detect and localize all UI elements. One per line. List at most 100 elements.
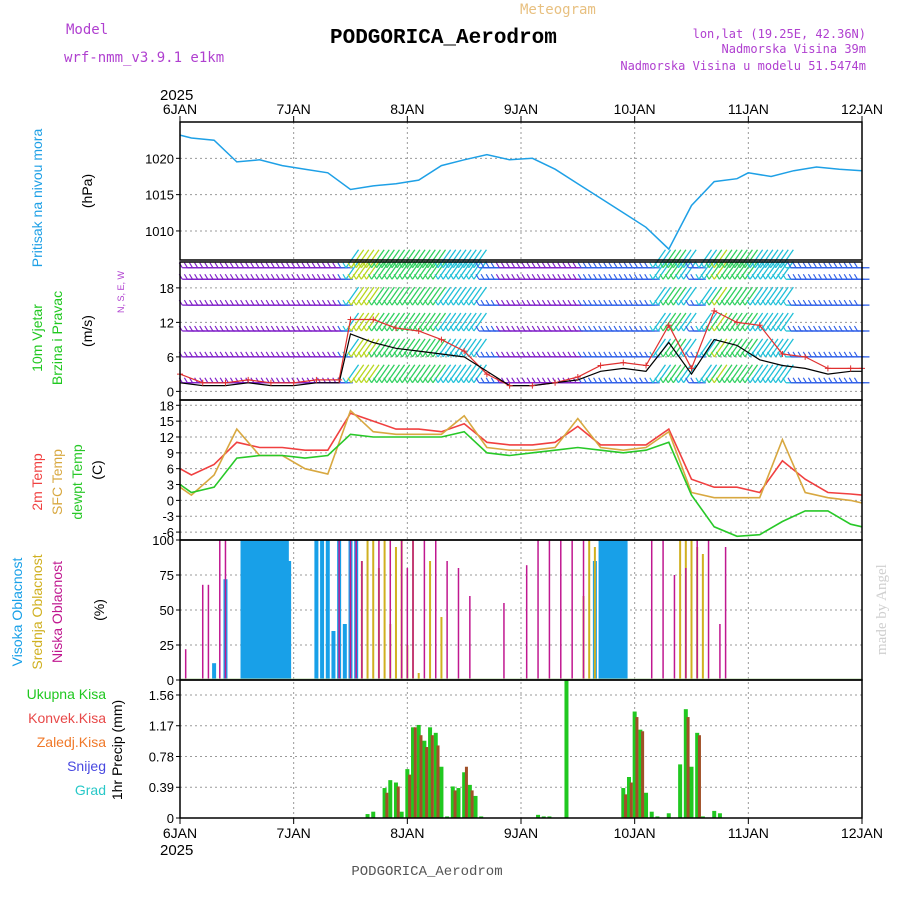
sfc-temp-line [179,409,863,504]
wind-barb-flag [373,377,378,384]
cloud-bar [275,540,280,680]
wind-barb-flag [649,262,654,269]
wind-barb [432,364,447,384]
wind-side-label-2: Brzina i Pravac [49,291,65,385]
wind-barb-flag [449,262,454,269]
wind-barb-flag [710,351,715,358]
wind-barb-flag [357,273,362,280]
wind-barb [427,249,441,269]
wind-barb [708,249,723,269]
wind-barb-flag [685,262,690,269]
wind-barb-flag [787,377,792,384]
wind-barb-flag [726,325,731,332]
wind-barb [391,260,406,280]
precip-total-bar [700,816,705,818]
wind-barb [365,312,380,332]
wind-barb [381,260,395,280]
wind-barb-flag [414,325,419,332]
cloud-bar [314,540,319,680]
wind-barb [662,312,677,332]
wind-barb-flag [761,377,766,384]
wind-barb-flag [454,262,459,269]
wind-barb [667,249,682,269]
cloud-bar [662,540,664,680]
wind-barb-flag [848,325,853,332]
wind-barb-flag [424,325,429,332]
wind-barb [749,249,764,269]
wind-barb-flag [521,299,526,306]
wind-barb-flag [746,377,751,384]
wind-barb-flag [838,377,843,384]
wind-barb-flag [598,325,603,332]
wind-barb-flag [327,273,332,280]
wind-barb-flag [424,262,429,269]
precip-total-bar [365,814,370,818]
temperature-ytick-label: 12 [160,430,174,445]
cloud-bar [696,540,698,680]
cloud-bar [262,540,267,680]
precip-conv-bar [635,717,639,818]
precip-conv-bar [629,782,633,818]
wind-barb-flag [434,325,439,332]
temperature-ytick-label: 3 [167,478,174,493]
precip-total-bar [479,816,484,818]
wind-barb-flag [383,325,388,332]
wind-barb-flag [823,377,828,384]
wind-barb-flag [557,325,562,332]
wind-barb [677,364,692,384]
wind-barb-flag [649,299,654,306]
wind-barb-flag [685,273,690,280]
wind-barb-flag [506,273,511,280]
wind-barb [780,260,794,280]
wind-barb-flag [250,299,255,306]
wind-barb [381,249,395,269]
wind-barb-flag [777,351,782,358]
wind-barb-flag [414,299,419,306]
wind-barb-flag [731,299,736,306]
wind-barb [473,249,487,269]
wind-barb-flag [270,325,275,332]
wind-barb-flag [751,299,756,306]
wind-ytick-label: 12 [160,315,174,330]
wind-barb-flag [628,273,633,280]
wind-barb-flag [485,377,490,384]
wind-barb-flag [669,325,674,332]
wind-barb-flag [623,273,628,280]
wind-barb-flag [577,262,582,269]
precip-conv-bar [408,774,412,818]
wind-barb-flag [419,351,424,358]
wind-barb [381,286,395,306]
wind-barb [427,312,441,332]
precip-conv-bar [436,745,440,818]
wind-barb [463,338,477,358]
wind-barb-flag [265,273,270,280]
wind-barb-flag [306,377,311,384]
wind-barb-flag [782,377,787,384]
wind-barb [723,312,738,332]
wind-barb-flag [807,377,812,384]
wind-barb-flag [368,273,373,280]
wind-barb-flag [235,299,240,306]
wind-barb-flag [275,299,280,306]
wind-barb-flag [669,377,674,384]
wind-barb-flag [480,262,485,269]
cloud-side-label: Visoka Oblacnost [9,558,25,667]
wind-barb-flag [337,273,342,280]
wind-barb-flag [490,262,495,269]
wind-barb-flag [393,351,398,358]
wind-barb [708,260,723,280]
wind-barb-flag [838,299,843,306]
wind-barb-flag [756,273,761,280]
wind-barb-flag [654,262,659,269]
wind-barb-flag [485,262,490,269]
wind-barb-flag [388,377,393,384]
wind-barb-flag [797,299,802,306]
wind-barb-flag [680,377,685,384]
cloud-bar [389,540,392,680]
wind-barb-flag [823,299,828,306]
wind-barb [406,312,421,332]
wind-barb-flag [700,377,705,384]
wind-barb-flag [316,325,321,332]
wind-barb-flag [526,299,531,306]
cloud-bar [440,617,443,680]
